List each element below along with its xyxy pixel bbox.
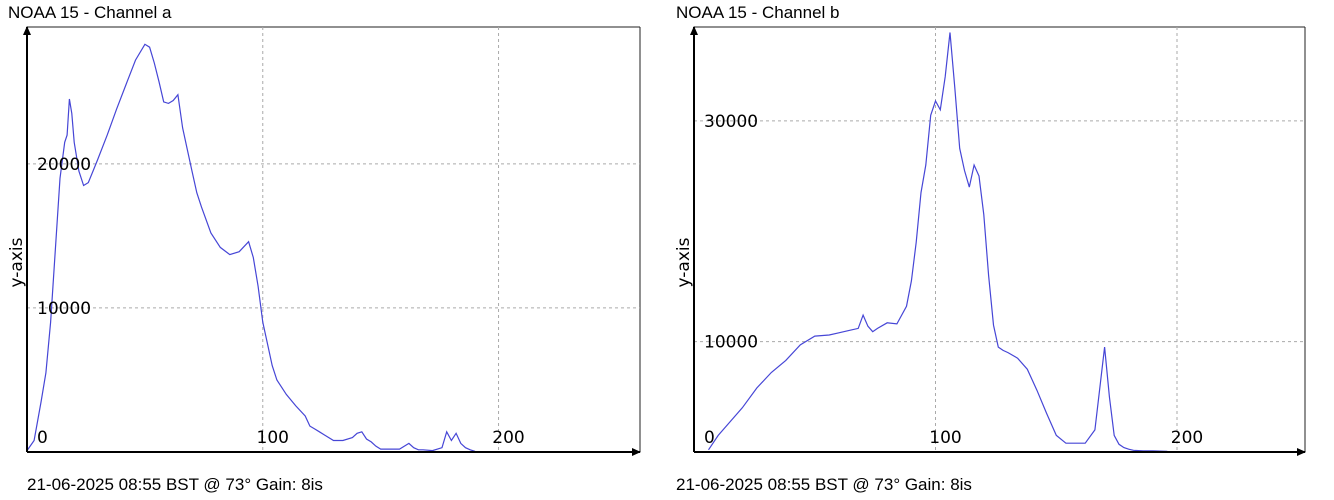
y-axis-label: y-axis — [7, 237, 27, 287]
x-axis-arrow — [632, 448, 641, 456]
chart-title: NOAA 15 - Channel b — [676, 3, 840, 22]
x-tick-label: 100 — [929, 428, 961, 448]
y-tick-label: 10000 — [37, 299, 91, 319]
chart-footer: 21-06-2025 08:55 BST @ 73° Gain: 8is — [27, 475, 323, 494]
x-tick-label: 200 — [1171, 428, 1203, 448]
series-line — [26, 43, 476, 452]
line-chart-channel-a: 0 100 200 10000 20000 y-axis — [7, 26, 641, 456]
chart-panel-channel-a: NOAA 15 - Channel a 0 100 200 10000 20000 y-a… — [7, 3, 641, 494]
x-tick-label: 200 — [492, 428, 524, 448]
x-axis-arrow — [1297, 448, 1306, 456]
x-tick-label: 0 — [37, 428, 48, 448]
x-tick-label: 0 — [704, 428, 715, 448]
y-axis-label: y-axis — [674, 237, 694, 287]
x-tick-label: 100 — [257, 428, 289, 448]
y-axis-arrow — [690, 26, 698, 35]
series-line — [708, 32, 1168, 452]
chart-footer: 21-06-2025 08:55 BST @ 73° Gain: 8is — [676, 475, 972, 494]
y-tick-label: 20000 — [37, 155, 91, 175]
chart-title: NOAA 15 - Channel a — [8, 3, 172, 22]
y-tick-label: 30000 — [704, 112, 758, 132]
line-chart-channel-b: 0 100 200 10000 30000 y-axis — [674, 26, 1306, 456]
y-axis-arrow — [23, 26, 31, 35]
chart-panel-channel-b: NOAA 15 - Channel b 0 100 200 10000 30000 y-a… — [667, 0, 1334, 500]
y-tick-label: 10000 — [704, 333, 758, 353]
